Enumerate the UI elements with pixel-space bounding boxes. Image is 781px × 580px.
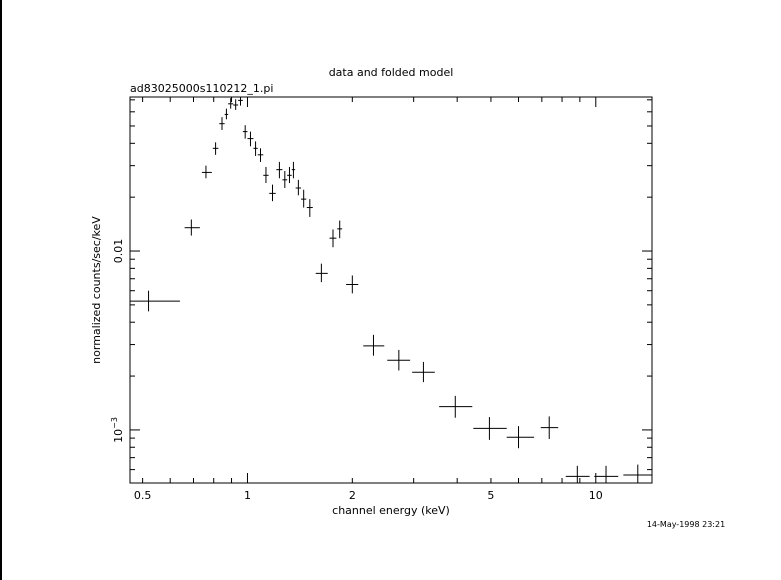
data-point [623,464,652,483]
data-point [238,97,243,106]
major-ticks [130,97,652,483]
data-point [306,199,313,217]
x-tick-label: 2 [349,489,356,502]
x-tick-label: 0.5 [134,489,152,502]
data-point [233,99,239,110]
minor-ticks [130,97,652,483]
data-point [594,465,619,483]
data-point [219,117,225,130]
chart-title: data and folded model [329,66,454,79]
y-tick-label: 0.01 [112,239,125,264]
data-point [291,161,296,179]
y-axis-label: normalized counts/sec/keV [90,216,103,364]
data-point [224,108,229,120]
x-tick-label: 10 [589,489,603,502]
data-point [295,179,302,196]
data-point [282,171,288,189]
data-point [228,98,234,109]
data-point [506,426,535,449]
y-tick-labels: 0.01 10−3 [110,239,125,443]
y-tick-label: 10−3 [110,417,125,443]
data-point [269,184,276,202]
data-point [412,361,435,383]
data-point [263,166,269,184]
x-tick-labels: 0.5 1 2 5 10 [134,489,603,502]
x-tick-label: 1 [244,489,251,502]
data-point [473,417,507,440]
data-point [363,334,385,356]
data-point [387,349,411,371]
data-point [130,290,180,312]
data-point [184,219,200,236]
data-points [130,97,652,483]
x-tick-label: 5 [487,489,494,502]
data-point [242,125,248,139]
data-point [301,189,307,208]
data-point [346,275,359,294]
data-point [253,141,258,156]
data-point [337,220,343,239]
data-point [439,395,473,418]
data-point [540,416,559,439]
x-axis-label: channel energy (keV) [332,504,450,517]
data-point [276,161,283,179]
timestamp: 14-May-1998 23:21 [647,520,725,529]
plot-frame [129,96,653,484]
data-point [329,229,337,248]
data-point [287,166,292,184]
data-point [315,263,328,283]
chart-subtitle: ad83025000s110212_1.pi [130,82,273,95]
data-point [247,131,254,147]
data-point [212,142,219,155]
data-point [565,465,590,483]
data-point [201,165,212,179]
data-point [257,148,264,162]
window-left-border [0,0,2,580]
